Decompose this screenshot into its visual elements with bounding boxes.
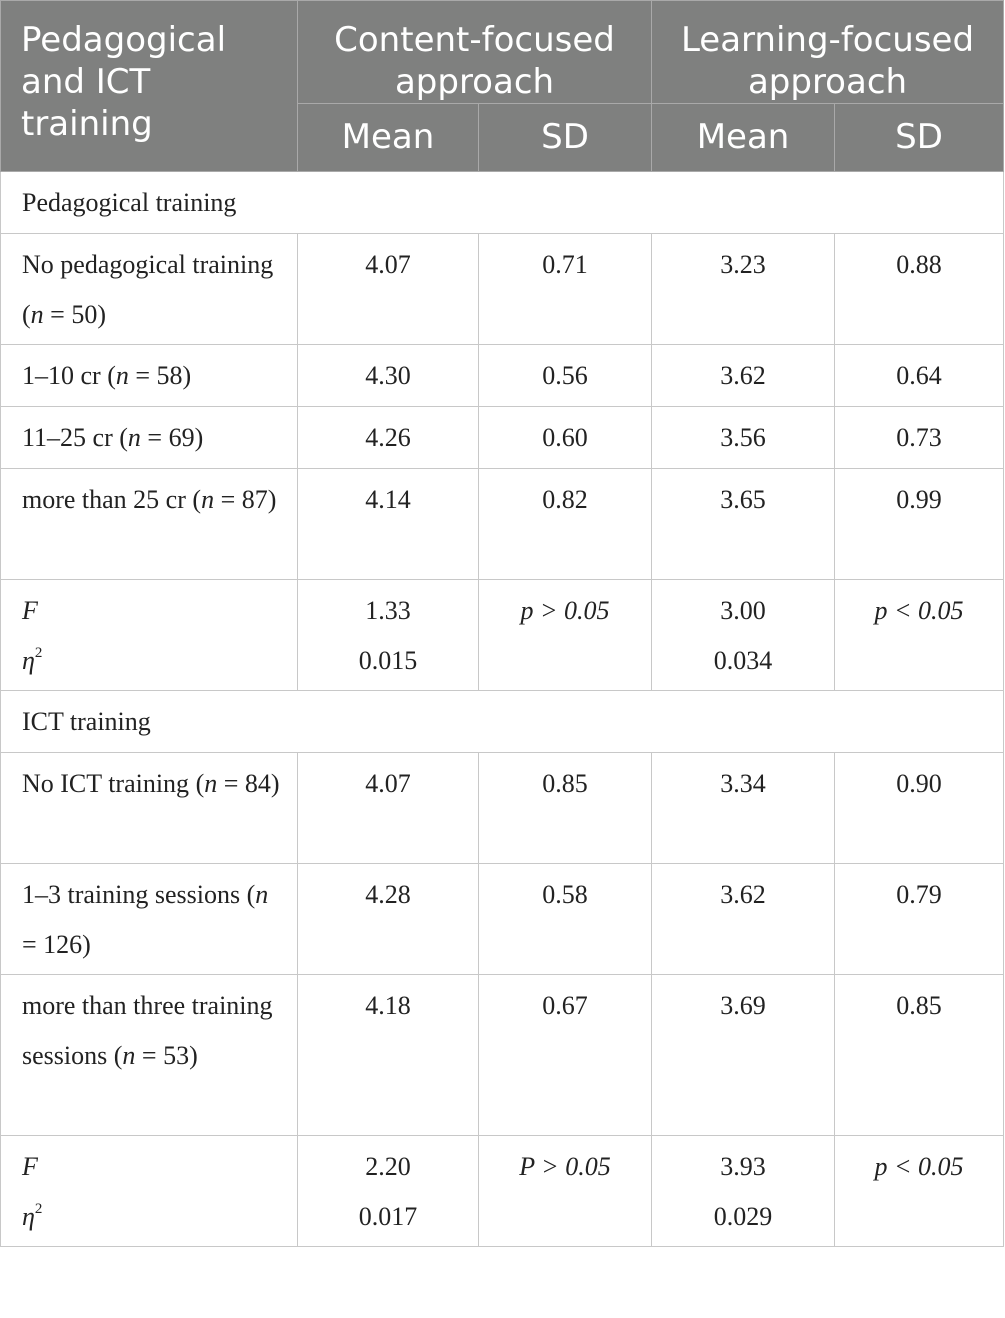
table-row: 1–10 cr (n = 58) 4.30 0.56 3.62 0.64 (0, 344, 1005, 407)
cf-sd-cell: 0.58 (477, 863, 653, 975)
cf-p-cell: p > 0.05 (477, 579, 653, 691)
row-label: more than 25 cr (n = 87) (0, 468, 298, 580)
section-title: Pedagogical training (0, 171, 1005, 234)
section-row: Pedagogical training (0, 171, 1005, 234)
table-row: 1–3 training sessions (n = 126) 4.28 0.5… (0, 863, 1005, 975)
lf-sd-cell: 0.99 (834, 468, 1005, 580)
lf-sd-cell: 0.88 (834, 233, 1005, 345)
lf-sd-cell: 0.64 (834, 344, 1005, 407)
lf-mean-cell: 3.65 (651, 468, 836, 580)
lf-sd-header: SD (834, 103, 1005, 172)
cf-stats-cell: 2.20 0.017 (297, 1135, 479, 1247)
row-label-header: Pedagogical and ICT training (0, 0, 298, 172)
table-row: No pedagogical training (n = 50) 4.07 0.… (0, 233, 1005, 345)
table-row: more than 25 cr (n = 87) 4.14 0.82 3.65 … (0, 468, 1005, 580)
cf-mean-cell: 4.30 (297, 344, 479, 407)
cf-sd-cell: 0.85 (477, 752, 653, 864)
cf-mean-cell: 4.07 (297, 233, 479, 345)
cf-sd-cell: 0.82 (477, 468, 653, 580)
results-table: Pedagogical and ICT training Content-foc… (0, 0, 1005, 1247)
lf-p-cell: p < 0.05 (834, 1135, 1005, 1247)
cf-mean-cell: 4.14 (297, 468, 479, 580)
cf-stats-cell: 1.33 0.015 (297, 579, 479, 691)
row-label: more than three training sessions (n = 5… (0, 974, 298, 1136)
table-row: more than three training sessions (n = 5… (0, 974, 1005, 1136)
cf-p-cell: P > 0.05 (477, 1135, 653, 1247)
cf-mean-cell: 4.07 (297, 752, 479, 864)
lf-sd-cell: 0.90 (834, 752, 1005, 864)
cf-sd-cell: 0.71 (477, 233, 653, 345)
row-label: No pedagogical training (n = 50) (0, 233, 298, 345)
learning-focused-header: Learning-focused approach (651, 0, 1005, 104)
lf-sd-cell: 0.79 (834, 863, 1005, 975)
lf-stats-cell: 3.93 0.029 (651, 1135, 836, 1247)
lf-sd-cell: 0.73 (834, 406, 1005, 469)
cf-mean-cell: 4.18 (297, 974, 479, 1136)
lf-mean-cell: 3.34 (651, 752, 836, 864)
section-title: ICT training (0, 690, 1005, 753)
lf-mean-cell: 3.62 (651, 863, 836, 975)
cf-sd-cell: 0.56 (477, 344, 653, 407)
lf-mean-cell: 3.69 (651, 974, 836, 1136)
lf-mean-cell: 3.56 (651, 406, 836, 469)
table-header: Pedagogical and ICT training Content-foc… (0, 0, 1005, 172)
row-label: No ICT training (n = 84) (0, 752, 298, 864)
cf-sd-cell: 0.67 (477, 974, 653, 1136)
cf-mean-cell: 4.28 (297, 863, 479, 975)
lf-mean-cell: 3.62 (651, 344, 836, 407)
row-label: 1–3 training sessions (n = 126) (0, 863, 298, 975)
lf-mean-header: Mean (651, 103, 836, 172)
lf-p-cell: p < 0.05 (834, 579, 1005, 691)
row-label: 1–10 cr (n = 58) (0, 344, 298, 407)
table-row: No ICT training (n = 84) 4.07 0.85 3.34 … (0, 752, 1005, 864)
cf-sd-header: SD (477, 103, 653, 172)
lf-sd-cell: 0.85 (834, 974, 1005, 1136)
content-focused-header: Content-focused approach (296, 0, 653, 104)
row-label: 11–25 cr (n = 69) (0, 406, 298, 469)
lf-stats-cell: 3.00 0.034 (651, 579, 836, 691)
table-row: 11–25 cr (n = 69) 4.26 0.60 3.56 0.73 (0, 406, 1005, 469)
section-row: ICT training (0, 690, 1005, 753)
cf-sd-cell: 0.60 (477, 406, 653, 469)
cf-mean-header: Mean (297, 103, 479, 172)
lf-mean-cell: 3.23 (651, 233, 836, 345)
cf-mean-cell: 4.26 (297, 406, 479, 469)
